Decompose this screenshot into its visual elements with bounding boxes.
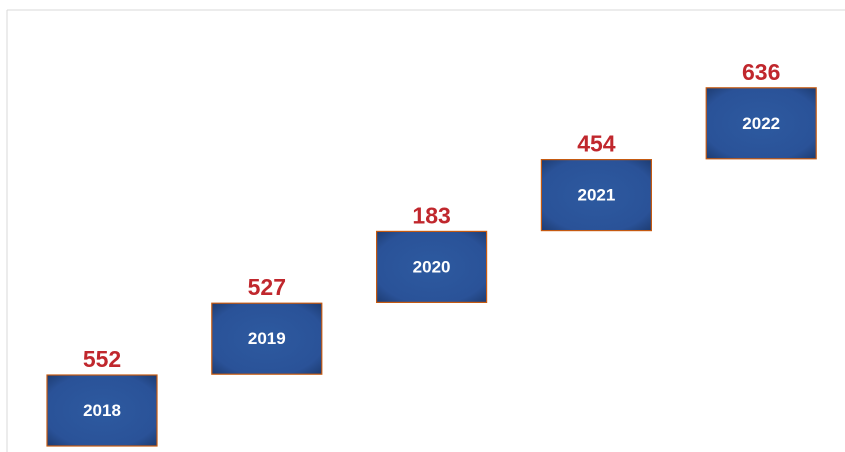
step-value: 183 (412, 202, 450, 228)
step-box (211, 302, 323, 375)
step-year: 2021 (577, 186, 615, 205)
step-value: 454 (577, 131, 616, 157)
step-value: 527 (248, 274, 286, 300)
step-box (376, 230, 488, 303)
step-value: 636 (742, 59, 780, 85)
steps: 2018 552 2019 527 2020 183 2021 454 2022 636 (46, 59, 817, 447)
step-year: 2022 (742, 114, 780, 133)
step-box (705, 87, 817, 160)
step-year: 2018 (83, 401, 121, 420)
step-year: 2020 (413, 257, 451, 276)
step-box (46, 374, 158, 447)
step-value: 552 (83, 346, 121, 372)
step-box (540, 159, 653, 232)
step-year: 2019 (248, 329, 286, 348)
